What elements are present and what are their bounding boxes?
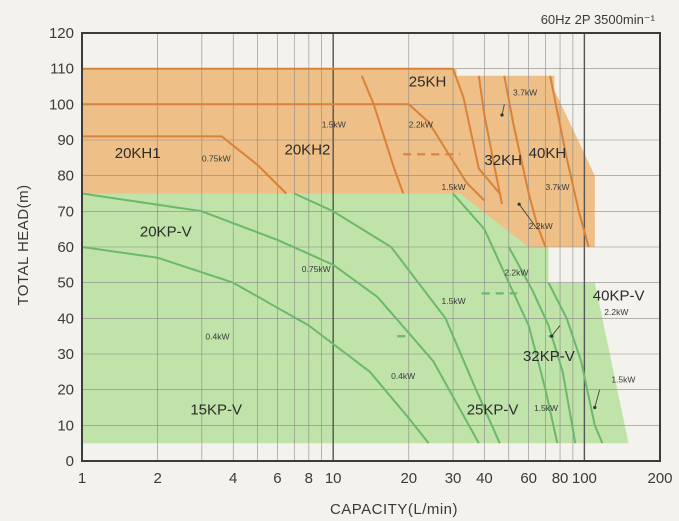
motor-power-label: 2.2kW [604,307,628,317]
y-tick-label: 80 [57,168,74,185]
kh-performance-curve [503,75,547,248]
kp-performance-curve [81,246,430,444]
x-tick-label: 40 [476,470,493,487]
kp-performance-curve [293,192,501,444]
y-tick-label: 60 [57,239,74,256]
model-label: 20KH2 [285,141,331,158]
model-label: 20KP-V [140,223,192,240]
y-tick-label: 20 [57,382,74,399]
pointer-dot [549,334,554,338]
pointer-dot [517,202,521,206]
y-tick-label: 110 [50,61,74,78]
pointer-line [501,104,505,116]
y-tick-label: 90 [57,132,74,149]
kh-performance-curve [477,75,503,205]
x-tick-label: 30 [445,470,462,487]
frame-layer [81,32,661,462]
kp-performance-curve [81,192,480,444]
y-tick-label: 40 [57,310,74,327]
model-label: 32KP-V [523,348,575,365]
pointer-dot [593,405,597,410]
motor-power-label: 1.5kW [534,403,558,413]
kh-performance-curve [82,135,287,195]
y-tick-label: 10 [57,417,74,434]
kh-performance-curve [82,67,501,195]
model-label: 40KP-V [593,288,645,305]
motor-power-label: 0.75kW [302,264,331,274]
motor-power-label: 3.7kW [513,87,537,97]
model-label: 20KH1 [115,145,161,162]
y-axis-title: TOTAL HEAD(m) [15,184,32,305]
kp-performance-curve [507,246,577,444]
x-tick-label: 20 [400,470,417,487]
x-tick-label: 200 [647,470,672,487]
x-tick-label: 10 [325,470,342,487]
kh-performance-curve [549,75,590,248]
y-tick-label: 30 [57,346,74,363]
kp-performance-curve [452,192,559,444]
kh-performance-curve [82,103,486,202]
motor-power-label: 0.4kW [391,371,415,381]
model-label: 25KP-V [467,402,519,419]
pointer-line [518,203,538,230]
tick-layer: 0 10 20 30 40 50 60 70 80 90 100 110 120 1 2 4 6 8 10 20 30 4… [49,25,673,487]
x-tick-label: 8 [305,470,313,487]
model-label: 15KP-V [190,402,242,419]
x-tick-label: 60 [520,470,537,487]
kp-performance-curve [547,282,604,444]
pointer-line [551,325,561,337]
kh-performance-curve [360,75,405,194]
motor-power-label: 0.4kW [205,332,229,342]
model-label: 40KH [529,145,567,162]
curve-layer [81,67,604,444]
label-layer: 20KH1 20KH2 25KH 32KH 40KH 20KP-V 40KP-V 32KP-V… [115,74,645,419]
motor-power-label: 2.2kW [529,221,553,231]
region-layer [82,68,629,444]
pointer-line [594,389,601,408]
x-axis-title: CAPACITY(L/min) [330,501,458,518]
x-tick-label: 1 [78,470,86,487]
x-tick-label: 100 [572,470,597,487]
y-tick-label: 50 [57,275,74,292]
motor-power-label: 2.2kW [409,120,433,130]
y-tick-label: 100 [49,96,74,113]
x-tick-label: 80 [552,470,569,487]
model-label: 25KH [409,74,447,91]
x-tick-label: 2 [153,470,161,487]
motor-power-label: 1.5kW [322,120,346,130]
y-tick-label: 70 [57,203,74,220]
plot-frame [81,32,661,462]
motor-power-label: 0.75kW [202,153,231,163]
motor-power-label: 1.5kW [442,182,466,192]
motor-power-label: 1.5kW [442,296,466,306]
x-tick-label: 4 [229,470,237,487]
motor-power-label: 1.5kW [611,375,635,385]
y-tick-label: 120 [49,25,74,42]
chart-subtitle: 60Hz 2P 3500min⁻¹ [541,12,656,27]
x-tick-label: 6 [273,470,281,487]
motor-power-label: 3.7kW [545,182,569,192]
motor-power-label: 2.2kW [504,268,528,278]
y-tick-label: 0 [66,453,74,470]
pointer-dot [500,113,504,117]
model-label: 32KH [484,152,522,169]
